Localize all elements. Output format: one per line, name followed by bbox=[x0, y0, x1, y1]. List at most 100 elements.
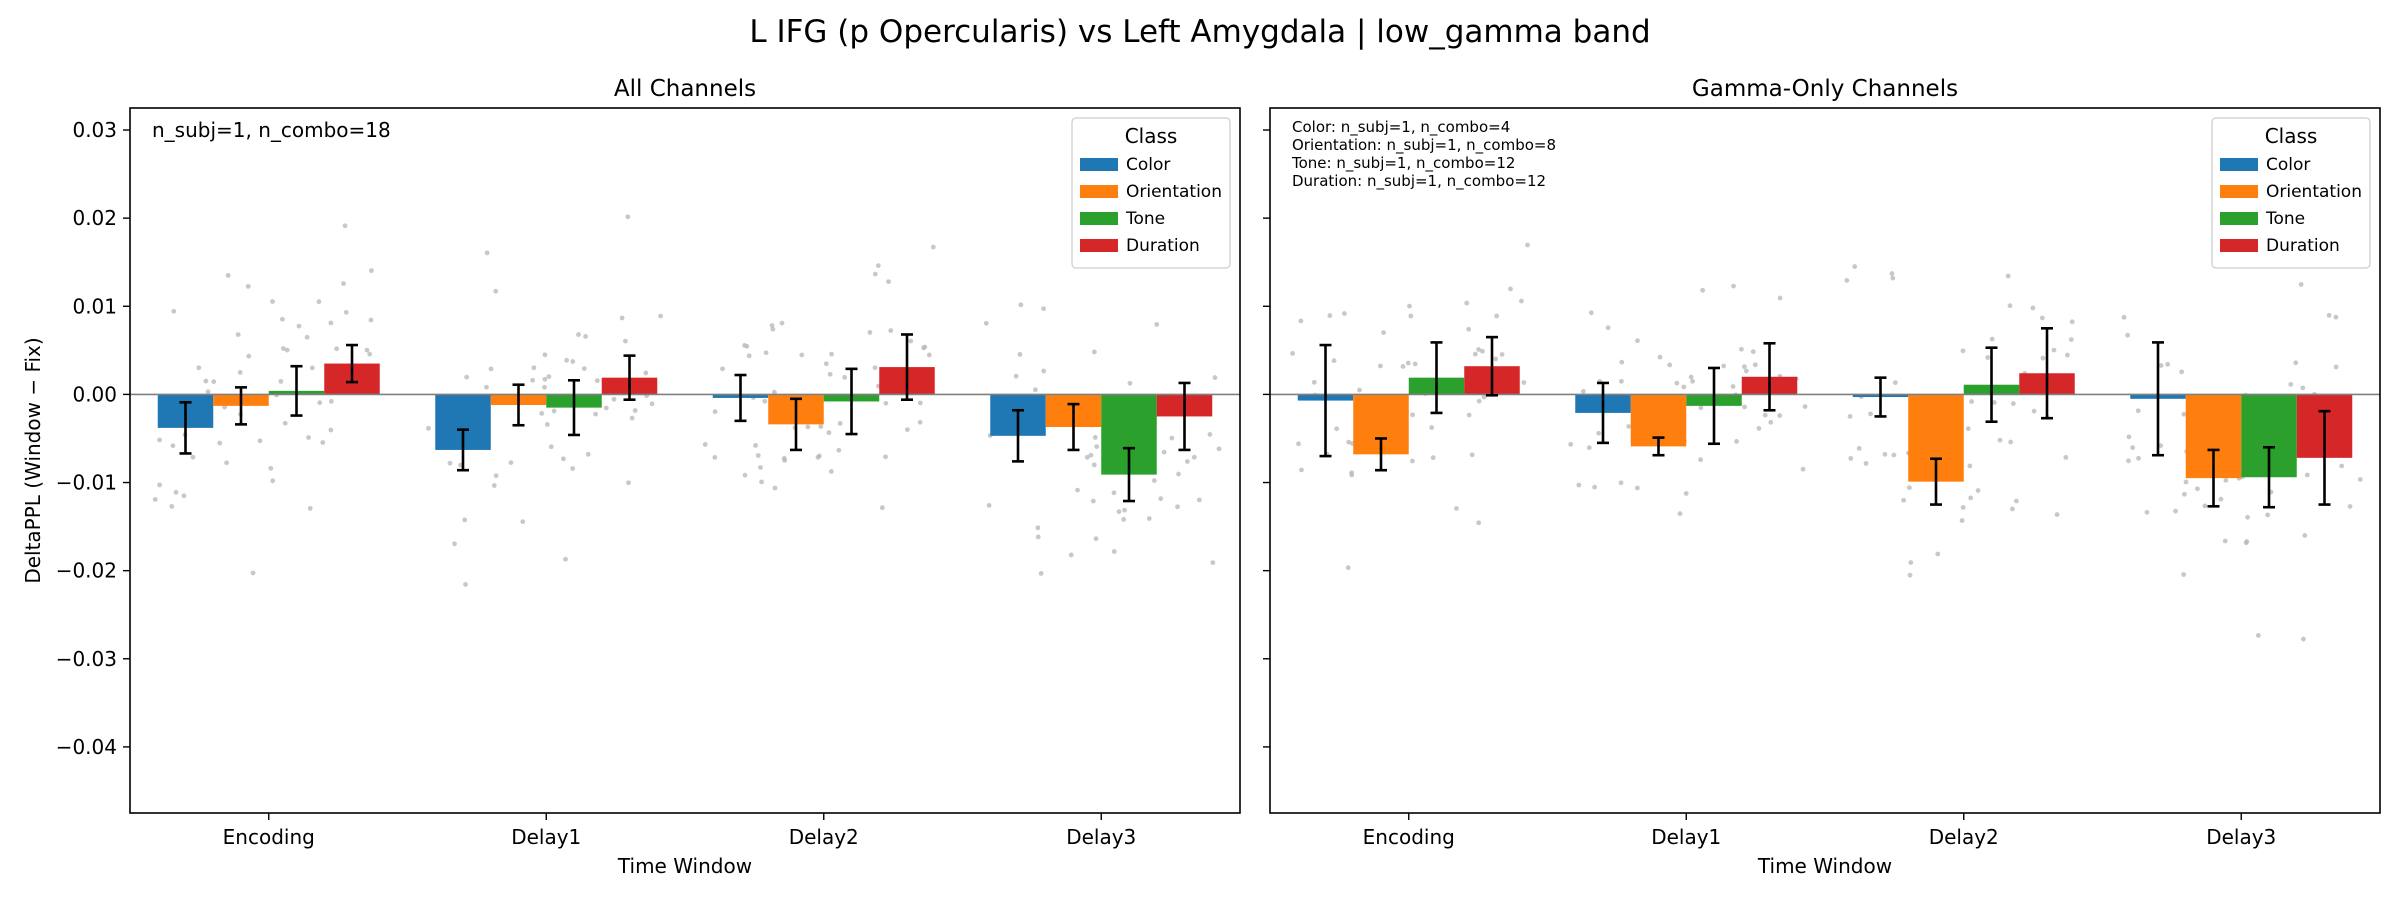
observation-dot bbox=[2179, 369, 2185, 375]
observation-dot bbox=[1410, 412, 1415, 418]
observation-dot bbox=[1041, 306, 1046, 312]
observation-dot bbox=[1466, 412, 1472, 418]
observation-dot bbox=[1596, 430, 1602, 436]
observation-dot bbox=[1521, 380, 1527, 385]
observation-dot bbox=[157, 437, 162, 443]
observation-dot bbox=[1158, 496, 1164, 502]
observation-dot bbox=[484, 250, 490, 256]
observation-dot bbox=[1091, 349, 1097, 355]
observation-dot bbox=[1196, 497, 1202, 503]
observation-dot bbox=[491, 483, 497, 488]
observation-dot bbox=[1618, 480, 1624, 486]
observation-dot bbox=[886, 279, 891, 285]
x-axis-label: Time Window bbox=[617, 854, 752, 878]
legend-swatch bbox=[2220, 212, 2258, 225]
observation-dot bbox=[836, 447, 842, 453]
observation-dot bbox=[1969, 399, 1975, 404]
legend-swatch bbox=[1080, 239, 1118, 252]
observation-dot bbox=[570, 359, 576, 364]
observation-dot bbox=[2181, 491, 2187, 497]
observation-dot bbox=[772, 485, 778, 491]
observation-dot bbox=[270, 478, 276, 484]
observation-dot bbox=[1146, 516, 1152, 521]
observation-dot bbox=[1041, 368, 1047, 374]
legend-swatch bbox=[1080, 158, 1118, 171]
observation-dot bbox=[1892, 380, 1898, 386]
observation-dot bbox=[1154, 321, 1160, 327]
observation-dot bbox=[307, 505, 313, 511]
error-bars bbox=[1319, 327, 2331, 509]
observation-dot bbox=[1605, 325, 1611, 331]
observation-dot bbox=[328, 427, 334, 433]
observation-dot bbox=[1094, 444, 1100, 449]
observation-dot bbox=[879, 505, 885, 511]
observation-dot bbox=[551, 408, 557, 414]
observation-dot bbox=[282, 420, 288, 426]
error-bar bbox=[1874, 376, 1887, 418]
observation-dot bbox=[2065, 352, 2070, 358]
observation-dot bbox=[2347, 504, 2353, 509]
observation-dot bbox=[986, 502, 992, 508]
observation-dot bbox=[643, 370, 649, 376]
observation-dot bbox=[2010, 401, 2016, 407]
observation-dot bbox=[542, 376, 548, 382]
observation-dot bbox=[2005, 273, 2011, 279]
sample-size-annotation: n_subj=1, n_combo=18 bbox=[152, 118, 391, 142]
x-tick-label: Delay3 bbox=[1066, 825, 1136, 849]
observation-dot bbox=[235, 332, 241, 337]
y-axis-ticks bbox=[1263, 129, 1270, 748]
observation-dot bbox=[539, 410, 545, 416]
observation-dot bbox=[758, 465, 763, 470]
observation-dot bbox=[2222, 538, 2228, 544]
error-bar bbox=[1430, 341, 1443, 415]
observation-dot bbox=[157, 482, 163, 488]
error-bar bbox=[568, 379, 580, 437]
observation-dot bbox=[296, 323, 302, 329]
observation-dot bbox=[1674, 380, 1680, 386]
observation-dot bbox=[720, 366, 725, 372]
observation-dot bbox=[828, 469, 834, 474]
observation-dot bbox=[246, 353, 252, 359]
observation-dot bbox=[2008, 439, 2014, 445]
observation-dot bbox=[1777, 413, 1783, 418]
observation-dot bbox=[1576, 482, 1582, 488]
observation-dot bbox=[805, 424, 811, 430]
observation-dot bbox=[222, 404, 228, 410]
observation-dot bbox=[2293, 360, 2299, 366]
observation-dot bbox=[278, 378, 284, 384]
observation-dot bbox=[1901, 497, 1907, 503]
annotation-line: Color: n_subj=1, n_combo=4 bbox=[1292, 118, 1510, 137]
observation-dot bbox=[2039, 315, 2045, 321]
observation-dot bbox=[2245, 514, 2250, 520]
annotation-line: Duration: n_subj=1, n_combo=12 bbox=[1292, 172, 1546, 191]
observation-dot bbox=[926, 352, 932, 358]
observation-dot bbox=[1743, 368, 1749, 374]
observation-dot bbox=[917, 400, 923, 406]
observation-dot bbox=[190, 454, 196, 460]
observation-dot bbox=[1852, 264, 1858, 269]
x-tick-label: Delay2 bbox=[1929, 825, 1999, 849]
observation-dot bbox=[917, 419, 923, 425]
panel-title: Gamma-Only Channels bbox=[1692, 76, 1958, 102]
observation-dot bbox=[1090, 498, 1096, 504]
legend-label: Tone bbox=[1125, 209, 1165, 229]
observation-dot bbox=[1210, 560, 1216, 566]
observation-dot bbox=[1175, 504, 1180, 510]
observation-dot bbox=[1472, 351, 1478, 357]
error-bar bbox=[1597, 381, 1609, 445]
observation-dot bbox=[2218, 496, 2224, 502]
observation-dot bbox=[279, 316, 285, 322]
observation-dot bbox=[328, 320, 334, 326]
observation-dot bbox=[2333, 314, 2339, 320]
observation-dot bbox=[462, 517, 468, 523]
observation-dot bbox=[1519, 298, 1524, 304]
panel-title: All Channels bbox=[614, 76, 756, 102]
observation-dot bbox=[1121, 517, 1127, 522]
observation-dot bbox=[304, 334, 310, 340]
observation-dot bbox=[1499, 352, 1505, 357]
observation-dot bbox=[1013, 373, 1019, 379]
observation-dot bbox=[1960, 505, 1966, 510]
observation-dot bbox=[1856, 445, 1862, 451]
observation-dot bbox=[2040, 355, 2046, 361]
observation-dot bbox=[983, 320, 989, 326]
